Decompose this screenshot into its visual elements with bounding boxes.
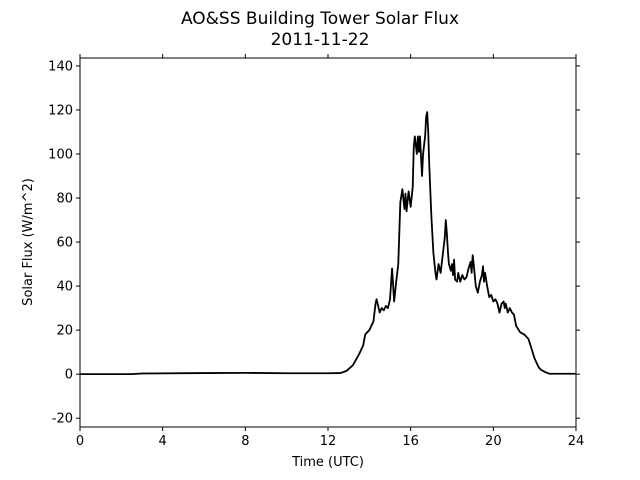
y-tick-label: 40: [56, 280, 73, 295]
y-tick-label: 120: [48, 103, 73, 118]
x-tick-label: 16: [402, 434, 419, 449]
x-tick-label: 24: [568, 434, 585, 449]
y-tick-label: 80: [56, 192, 73, 207]
y-tick-label: 20: [56, 324, 73, 339]
y-axis-label: Solar Flux (W/m^2): [21, 178, 36, 306]
x-axis-label: Time (UTC): [291, 455, 364, 470]
y-tick-label: -20: [52, 412, 73, 427]
plot-frame: [79, 57, 577, 428]
x-tick-label: 12: [320, 434, 337, 449]
y-tick-label: 0: [65, 368, 73, 383]
chart-subtitle: 2011-11-22: [271, 30, 370, 50]
y-tick-label: 60: [56, 236, 73, 251]
x-tick-label: 0: [76, 434, 84, 449]
y-tick-label: 140: [48, 59, 73, 74]
x-tick-label: 8: [241, 434, 249, 449]
x-tick-label: 4: [159, 434, 167, 449]
x-tick-label: 20: [485, 434, 502, 449]
chart-title: AO&SS Building Tower Solar Flux: [181, 9, 459, 29]
flux-line: [80, 111, 576, 376]
y-tick-label: 100: [48, 147, 73, 162]
